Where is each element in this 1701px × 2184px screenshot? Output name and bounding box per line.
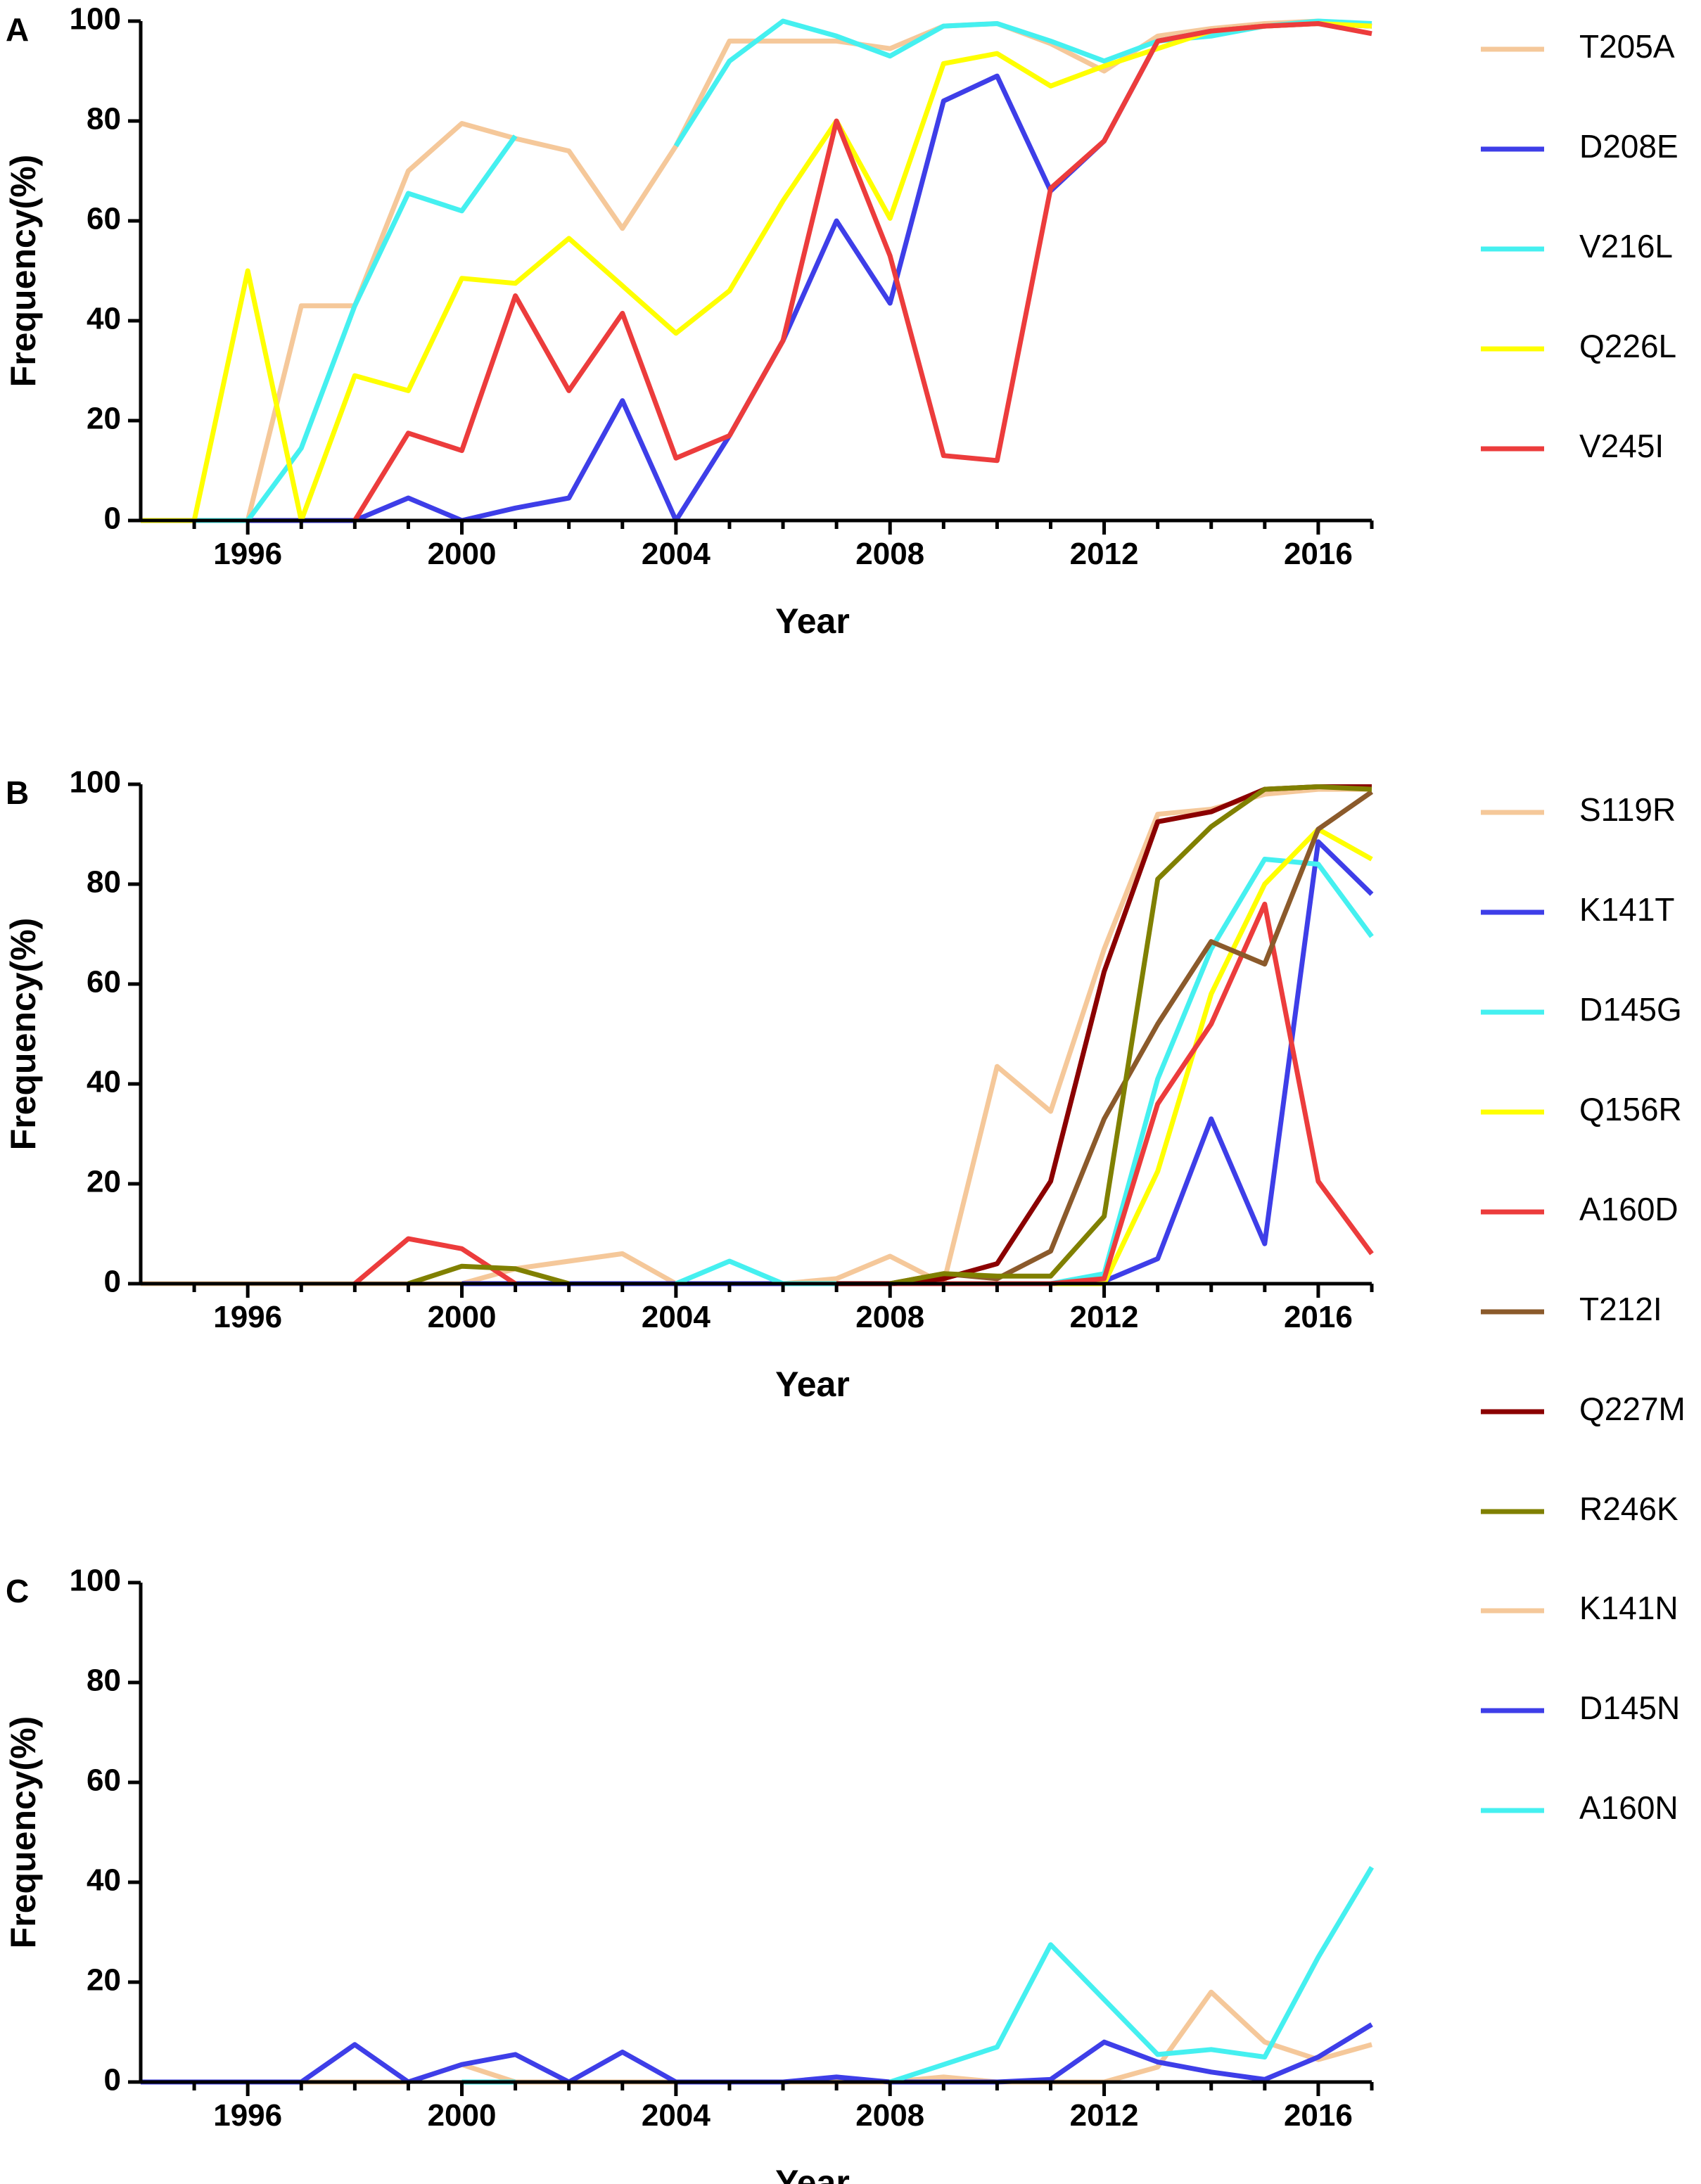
legend-label-r246k: R246K <box>1579 1490 1678 1527</box>
series-line-d208e <box>141 21 1372 523</box>
y-tick-label: 60 <box>87 202 121 236</box>
series-line-v245i <box>352 21 1372 522</box>
y-axis-title: Frequency(%) <box>4 155 43 388</box>
series-line-v216l <box>141 18 1372 523</box>
y-axis-title: Frequency(%) <box>4 1716 43 1949</box>
legend-label-d145g: D145G <box>1579 991 1682 1028</box>
series-line-a160d <box>353 901 1374 1286</box>
x-tick-label: 2004 <box>642 2098 711 2133</box>
y-tick-label: 40 <box>87 302 121 336</box>
x-tick-label: 1996 <box>213 2098 282 2133</box>
y-tick-label: 100 <box>70 2 121 37</box>
chart-panel-c: C 0 20 40 60 80 100 1996 2000 2004 2008 2012 2016 Yea… <box>4 1564 1680 2184</box>
series-line-q226l <box>141 21 1372 523</box>
legend-label-q227m: Q227M <box>1579 1391 1686 1427</box>
panel-label: C <box>6 1573 29 1609</box>
x-tick-label: 2016 <box>1284 2098 1353 2133</box>
chart-panel-a: A 0 20 40 60 80 100 1996 2000 2004 2008 2012 2016 Yea… <box>4 2 1678 641</box>
x-tick-label: 1996 <box>213 537 282 571</box>
legend-label-a160d: A160D <box>1579 1191 1678 1227</box>
y-tick-label: 20 <box>87 402 121 436</box>
legend-label-q226l: Q226L <box>1579 328 1676 364</box>
x-tick-label: 2012 <box>1070 2098 1139 2133</box>
y-tick-label: 80 <box>87 865 121 900</box>
y-tick-label: 0 <box>104 1265 121 1299</box>
x-tick-label: 2012 <box>1070 537 1139 571</box>
x-axis-title: Year <box>775 2163 850 2184</box>
y-tick-label: 100 <box>70 1564 121 1598</box>
y-tick-label: 40 <box>87 1065 121 1099</box>
legend-label-v216l: V216L <box>1579 228 1673 264</box>
y-tick-label: 80 <box>87 1663 121 1698</box>
legend-label-t212i: T212I <box>1579 1291 1662 1327</box>
panel-label: A <box>6 11 29 48</box>
x-tick-label: 2016 <box>1284 537 1353 571</box>
y-tick-label: 100 <box>70 765 121 800</box>
legend-label-k141n: K141N <box>1579 1590 1678 1626</box>
x-tick-label: 2000 <box>428 537 497 571</box>
legend-label-v245i: V245I <box>1579 428 1664 464</box>
y-tick-label: 40 <box>87 1863 121 1898</box>
x-tick-label: 2000 <box>428 2098 497 2133</box>
x-tick-label: 2012 <box>1070 1300 1139 1334</box>
x-tick-label: 2016 <box>1284 1300 1353 1334</box>
x-tick-label: 2004 <box>642 1300 711 1334</box>
y-tick-label: 20 <box>87 1963 121 1998</box>
legend-label-q156r: Q156R <box>1579 1091 1682 1128</box>
x-tick-label: 2008 <box>855 537 924 571</box>
series-line-a160n <box>461 1865 1375 2085</box>
y-tick-label: 60 <box>87 1763 121 1798</box>
y-tick-label: 60 <box>87 965 121 1000</box>
chart-panel-b: B 0 20 40 60 80 100 1996 2000 2004 2008 2012 2016 Yea… <box>4 765 1686 1528</box>
y-axis-title: Frequency(%) <box>4 918 43 1151</box>
legend-label-d145n: D145N <box>1579 1690 1680 1726</box>
x-tick-label: 2008 <box>855 2098 924 2133</box>
legend-label-s119r: S119R <box>1579 791 1676 828</box>
x-axis-title: Year <box>775 601 850 641</box>
legend-label-t205a: T205A <box>1579 28 1675 65</box>
series-line-t205a <box>141 18 1372 523</box>
y-tick-label: 80 <box>87 102 121 136</box>
y-tick-label: 0 <box>104 2063 121 2097</box>
y-tick-label: 20 <box>87 1165 121 1199</box>
panel-label: B <box>6 774 29 811</box>
x-tick-label: 1996 <box>213 1300 282 1334</box>
legend-label-d208e: D208E <box>1579 128 1678 165</box>
legend-label-a160n: A160N <box>1579 1789 1678 1826</box>
x-axis-title: Year <box>775 1365 850 1404</box>
x-tick-label: 2004 <box>642 537 711 571</box>
x-tick-label: 2000 <box>428 1300 497 1334</box>
series-line-r246k <box>407 784 1372 1286</box>
y-tick-label: 0 <box>104 502 121 536</box>
x-tick-label: 2008 <box>855 1300 924 1334</box>
legend-label-k141t: K141T <box>1579 891 1675 928</box>
series-line-s119r <box>141 786 1372 1286</box>
